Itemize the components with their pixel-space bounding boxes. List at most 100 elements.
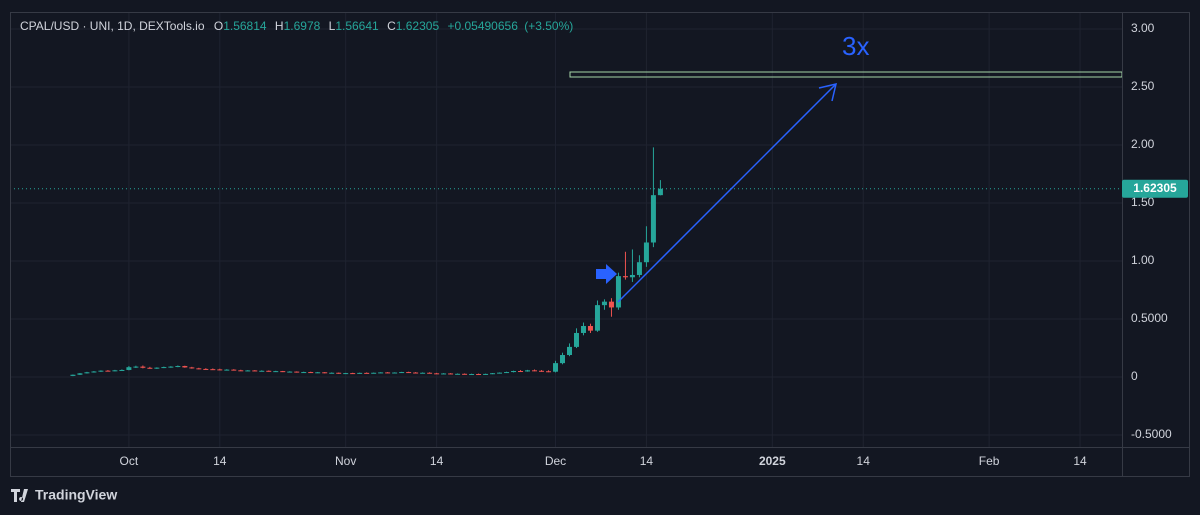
candle-body xyxy=(573,332,579,347)
candle-body xyxy=(385,372,391,374)
candle-body xyxy=(455,373,461,375)
candle-body xyxy=(147,367,153,369)
candle-body xyxy=(643,242,649,263)
y-tick-label: 3.00 xyxy=(1131,21,1155,35)
candle-body xyxy=(196,368,202,370)
candle-body xyxy=(378,372,384,374)
candle-body xyxy=(217,369,223,371)
candle-body xyxy=(231,369,237,371)
candle-body xyxy=(140,366,146,368)
candle-body xyxy=(84,372,90,374)
candle-body xyxy=(308,372,314,374)
candle-body xyxy=(636,262,642,275)
y-tick-label: 2.50 xyxy=(1131,79,1155,93)
x-tick-label: 14 xyxy=(213,454,227,468)
close-value: 1.62305 xyxy=(396,19,440,33)
candle-body xyxy=(587,326,593,331)
candle-body xyxy=(532,370,538,372)
candle-body xyxy=(601,301,607,306)
candle-body xyxy=(462,373,468,375)
candle-body xyxy=(434,373,440,375)
candle-body xyxy=(315,372,321,374)
candle-body xyxy=(322,372,328,374)
y-tick-label: 0.5000 xyxy=(1131,311,1168,325)
x-tick-label: Oct xyxy=(120,454,139,468)
candle-body xyxy=(371,372,377,374)
candle-body xyxy=(210,369,216,371)
candle-body xyxy=(525,370,531,372)
candle-body xyxy=(301,372,307,374)
candle-body xyxy=(420,372,426,374)
candle-body xyxy=(399,372,405,374)
change-percent: (+3.50%) xyxy=(524,19,573,33)
candle-body xyxy=(105,370,111,372)
x-tick-label: 14 xyxy=(430,454,444,468)
pointer-arrow xyxy=(596,264,617,284)
candle-body xyxy=(441,373,447,375)
candle-body xyxy=(518,371,524,373)
candle-body xyxy=(622,276,628,278)
low-value: 1.56641 xyxy=(335,19,379,33)
y-tick-label: -0.5000 xyxy=(1131,427,1172,441)
candle-body xyxy=(245,370,251,372)
candle-body xyxy=(406,372,412,374)
last-price-label: 1.62305 xyxy=(1133,181,1177,195)
change: +0.05490656 xyxy=(447,19,518,33)
candle-body xyxy=(615,276,621,308)
frame xyxy=(10,12,1190,477)
footer-logo: TradingView xyxy=(11,487,117,503)
candle-body xyxy=(154,367,160,369)
candle-body xyxy=(546,371,552,373)
candle-body xyxy=(511,371,517,373)
ohlc-label: H xyxy=(275,19,284,33)
candle-body xyxy=(448,373,454,375)
high-value: 1.6978 xyxy=(284,19,321,33)
candle-body xyxy=(294,371,300,373)
candle-body xyxy=(539,370,545,372)
candle-body xyxy=(483,373,489,375)
candle-body xyxy=(497,372,503,374)
y-tick-label: 0 xyxy=(1131,369,1138,383)
y-tick-label: 1.50 xyxy=(1131,195,1155,209)
candle-body xyxy=(560,355,566,364)
candle-body xyxy=(280,371,286,373)
x-tick-label: Feb xyxy=(979,454,1000,468)
candles xyxy=(10,147,1122,377)
candle-body xyxy=(182,366,188,368)
candle-body xyxy=(91,371,97,373)
title: CPAL/USD · UNI, 1D, DEXTools.io xyxy=(20,19,205,33)
candle-body xyxy=(504,372,510,374)
arrow-head xyxy=(818,82,838,102)
candle-body xyxy=(203,368,209,370)
x-tick-label: 14 xyxy=(857,454,871,468)
candle-body xyxy=(350,373,356,375)
candle-body xyxy=(553,363,559,372)
candle-body xyxy=(112,370,118,372)
x-tick-label: Dec xyxy=(545,454,566,468)
candle-body xyxy=(98,370,104,372)
candle-body xyxy=(594,305,600,331)
candle-body xyxy=(252,370,258,372)
grid xyxy=(10,12,1122,447)
candle-body xyxy=(77,373,83,375)
candle-body xyxy=(490,373,496,375)
candle-body xyxy=(364,372,370,374)
x-tick-label: 14 xyxy=(1073,454,1087,468)
ohlc-label: L xyxy=(329,19,336,33)
x-tick-label: 14 xyxy=(640,454,654,468)
candle-body xyxy=(189,367,195,369)
y-tick-label: 2.00 xyxy=(1131,137,1155,151)
candle-body xyxy=(70,374,76,376)
candle-body xyxy=(657,188,663,196)
candle-body xyxy=(287,371,293,373)
logo-icon xyxy=(11,489,28,502)
candle-body xyxy=(427,372,433,374)
candle-body xyxy=(608,301,614,308)
x-tick-label: 2025 xyxy=(759,454,786,468)
candle-body xyxy=(469,374,475,376)
ohlc-label: C xyxy=(387,19,396,33)
candle-body xyxy=(566,346,572,356)
candle-body xyxy=(126,367,132,370)
